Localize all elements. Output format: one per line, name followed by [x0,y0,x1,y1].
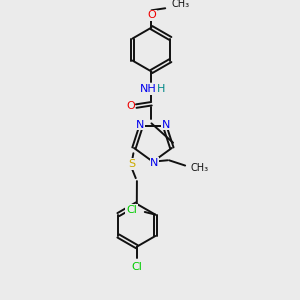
Text: Cl: Cl [126,205,137,214]
Text: N: N [136,120,144,130]
Text: Cl: Cl [131,262,142,272]
Text: H: H [157,84,165,94]
Text: O: O [147,10,156,20]
Text: NH: NH [140,84,157,94]
Text: S: S [128,159,135,169]
Text: O: O [126,101,135,111]
Text: N: N [162,120,170,130]
Text: CH₃: CH₃ [190,164,208,173]
Text: N: N [150,158,159,168]
Text: CH₃: CH₃ [172,0,190,9]
